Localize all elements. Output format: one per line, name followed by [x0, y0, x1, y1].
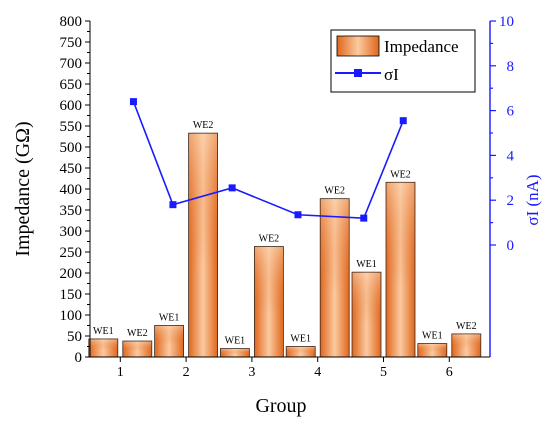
left-tick-label-100: 100 — [60, 308, 83, 324]
left-tick-label-400: 400 — [60, 182, 83, 198]
sigma-point-5 — [360, 214, 368, 222]
left-tick-label-150: 150 — [60, 287, 83, 303]
bar-highlight-5-we1 — [352, 272, 381, 324]
legend-swatch-impedance — [336, 35, 380, 57]
legend-label-sigma: σI — [384, 65, 399, 84]
right-tick-label-10: 10 — [499, 14, 514, 30]
left-tick-label-800: 800 — [60, 14, 83, 30]
bar-highlight-3-we1 — [220, 349, 249, 355]
left-tick-label-200: 200 — [60, 266, 83, 282]
sigma-point-2 — [169, 201, 177, 209]
bar-label-5-we2: WE2 — [390, 169, 411, 180]
bar-highlight-6-we1 — [418, 344, 447, 353]
sigma-point-6 — [399, 117, 407, 125]
bar-label-6-we2: WE2 — [456, 321, 477, 332]
right-y-axis: 0 2 4 6 8 10 — [489, 14, 515, 357]
bar-highlight-4-we1 — [286, 347, 315, 354]
sigma-point-1 — [129, 98, 137, 106]
left-tick-label-600: 600 — [60, 98, 83, 114]
bar-label-4-we2: WE2 — [324, 186, 345, 197]
bar-label-1-we1: WE1 — [93, 326, 114, 337]
sigma-line — [132, 101, 404, 219]
bar-highlight-1-we2 — [123, 341, 152, 352]
bar-highlight-4-we2 — [320, 199, 349, 295]
bar-label-2-we2: WE2 — [193, 120, 214, 131]
bar-labels: WE1 WE2 WE1 WE2 WE1 WE2 WE1 WE2 WE1 WE2 WE1 WE2 — [93, 120, 477, 346]
left-tick-label-0: 0 — [75, 350, 83, 366]
bar-highlight-2-we1 — [155, 326, 184, 345]
bar-label-3-we2: WE2 — [259, 234, 280, 245]
bar-label-3-we1: WE1 — [225, 336, 246, 347]
bar-label-5-we1: WE1 — [356, 259, 377, 270]
left-tick-label-700: 700 — [60, 56, 83, 72]
bar-highlight-2-we2 — [189, 133, 218, 268]
left-tick-label-450: 450 — [60, 161, 83, 177]
x-axis: 1 2 3 4 5 6 — [90, 356, 490, 380]
bar-label-6-we1: WE1 — [422, 331, 443, 342]
left-tick-label-750: 750 — [60, 35, 83, 51]
bar-highlight-1-we1 — [89, 339, 118, 351]
left-tick-label-550: 550 — [60, 119, 83, 135]
left-y-axis: 0 50 100 150 200 250 300 350 400 450 500 550 600 650 7… — [60, 14, 91, 366]
left-tick-label-650: 650 — [60, 77, 83, 93]
right-tick-label-0: 0 — [507, 238, 515, 254]
x-tick-label-1: 1 — [117, 365, 124, 380]
x-tick-label-5: 5 — [380, 365, 387, 380]
x-tick-label-4: 4 — [314, 365, 321, 380]
line-series-sigma — [129, 98, 407, 222]
left-tick-label-500: 500 — [60, 140, 83, 156]
bar-label-2-we1: WE1 — [159, 313, 180, 324]
right-tick-label-8: 8 — [507, 59, 515, 75]
legend-swatch-sigma-marker — [354, 69, 362, 77]
y-axis-title: Impedance (GΩ) — [12, 121, 34, 256]
legend-label-impedance: Impedance — [384, 37, 459, 56]
left-tick-label-350: 350 — [60, 203, 83, 219]
bar-series-impedance — [88, 132, 482, 358]
left-tick-label-300: 300 — [60, 224, 83, 240]
left-tick-label-50: 50 — [67, 329, 82, 345]
x-tick-label-3: 3 — [248, 365, 255, 380]
y2-axis-title: σI (nA) — [523, 174, 542, 225]
legend: Impedance σI — [330, 29, 476, 93]
right-tick-label-4: 4 — [507, 148, 515, 164]
sigma-point-4 — [294, 211, 302, 219]
bar-highlight-5-we2 — [386, 182, 415, 288]
bar-highlight-6-we2 — [452, 334, 481, 349]
bar-label-4-we1: WE1 — [290, 334, 311, 345]
x-tick-label-2: 2 — [183, 365, 190, 380]
sigma-point-3 — [228, 184, 236, 192]
right-tick-label-2: 2 — [507, 193, 515, 209]
bar-highlight-3-we2 — [254, 247, 283, 314]
x-tick-label-6: 6 — [446, 365, 453, 380]
bar-label-1-we2: WE2 — [127, 328, 148, 339]
x-axis-title: Group — [255, 395, 306, 417]
left-tick-label-250: 250 — [60, 245, 83, 261]
right-tick-label-6: 6 — [507, 104, 515, 120]
